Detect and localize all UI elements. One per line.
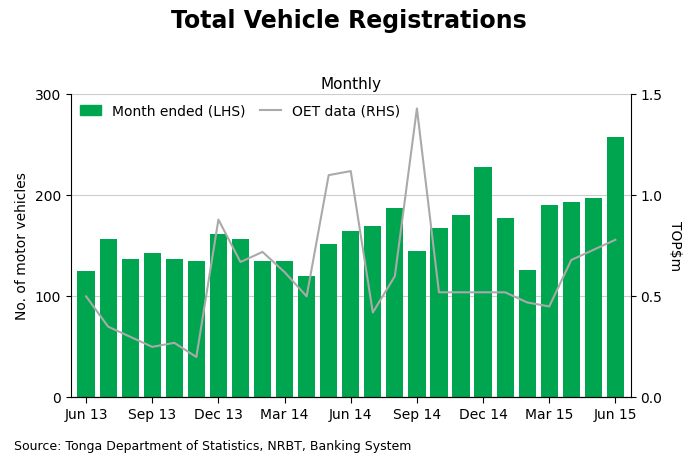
Bar (496, 217, 514, 397)
Bar (187, 261, 205, 397)
Bar (77, 271, 95, 397)
Bar (607, 137, 624, 397)
Bar (276, 261, 293, 397)
Bar (365, 226, 381, 397)
Bar (210, 234, 227, 397)
Bar (121, 259, 139, 397)
Bar (430, 228, 447, 397)
Bar (386, 208, 404, 397)
Y-axis label: No. of motor vehicles: No. of motor vehicles (15, 172, 29, 320)
Bar (144, 253, 161, 397)
Y-axis label: TOP$m: TOP$m (668, 221, 682, 271)
Legend: Month ended (LHS), OET data (RHS): Month ended (LHS), OET data (RHS) (75, 98, 406, 124)
Bar (475, 167, 491, 397)
Bar (232, 239, 249, 397)
Bar (519, 270, 536, 397)
Bar (562, 202, 580, 397)
Bar (254, 261, 271, 397)
Bar (298, 276, 315, 397)
Text: Source: Tonga Department of Statistics, NRBT, Banking System: Source: Tonga Department of Statistics, … (14, 440, 411, 453)
Bar (585, 198, 602, 397)
Title: Monthly: Monthly (320, 77, 381, 92)
Bar (541, 206, 558, 397)
Text: Total Vehicle Registrations: Total Vehicle Registrations (171, 9, 526, 33)
Bar (100, 239, 116, 397)
Bar (408, 251, 425, 397)
Bar (320, 244, 337, 397)
Bar (452, 214, 470, 397)
Bar (342, 231, 360, 397)
Bar (166, 259, 183, 397)
